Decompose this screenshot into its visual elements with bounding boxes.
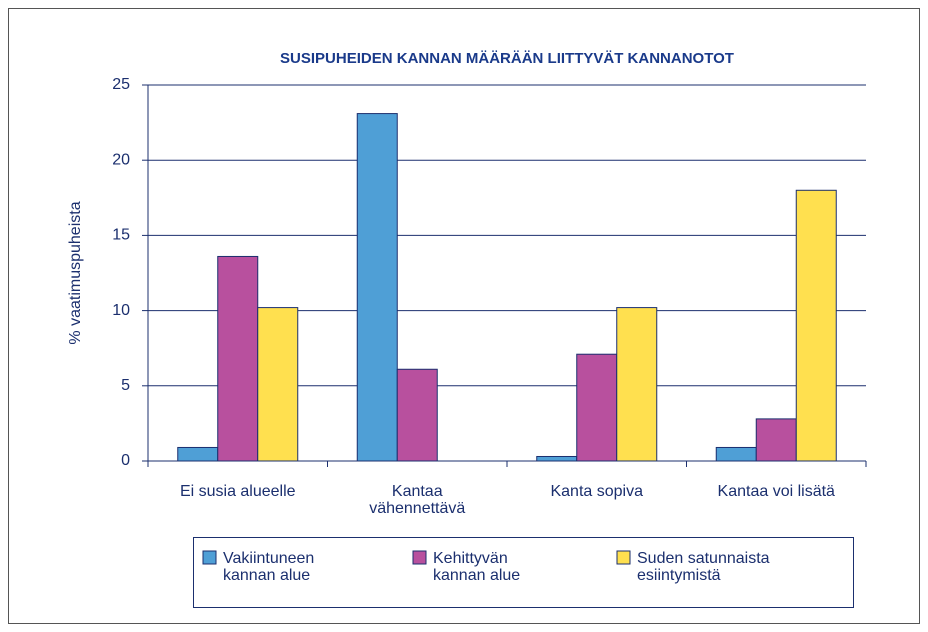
legend-label: Suden satunnaista esiintymistä [637, 550, 770, 584]
bar [755, 418, 797, 462]
bar [715, 446, 757, 462]
legend-label: Vakiintuneen kannan alue [223, 550, 315, 584]
legend-label: Kehittyvän kannan alue [433, 550, 521, 584]
bar [795, 189, 837, 462]
legend-swatch [616, 550, 631, 565]
y-axis-label: % vaatimuspuheista [67, 201, 84, 344]
legend-box [193, 537, 854, 608]
legend-swatch [412, 550, 427, 565]
y-tick-label: 5 [121, 377, 130, 394]
x-tick-label: Kantaa vähennettävä [369, 483, 466, 517]
bar [356, 113, 398, 462]
bar [257, 307, 299, 462]
y-tick-label: 0 [121, 452, 130, 469]
bar [177, 446, 219, 462]
y-tick-label: 15 [112, 227, 130, 244]
x-tick-label: Kantaa voi lisätä [717, 483, 835, 500]
bar [576, 353, 618, 462]
bar [217, 255, 259, 462]
frame [8, 8, 920, 624]
x-tick-label: Ei susia alueelle [179, 483, 296, 500]
chart-title: SUSIPUHEIDEN KANNAN MÄÄRÄÄN LIITTYVÄT KA… [280, 50, 734, 67]
y-tick-label: 20 [112, 151, 130, 168]
bar [616, 307, 658, 462]
x-tick-label: Kanta sopiva [550, 483, 643, 500]
bar [396, 368, 438, 462]
legend-swatch [202, 550, 217, 565]
y-tick-label: 10 [112, 302, 130, 319]
y-tick-label: 25 [112, 76, 130, 93]
bar [536, 455, 578, 462]
